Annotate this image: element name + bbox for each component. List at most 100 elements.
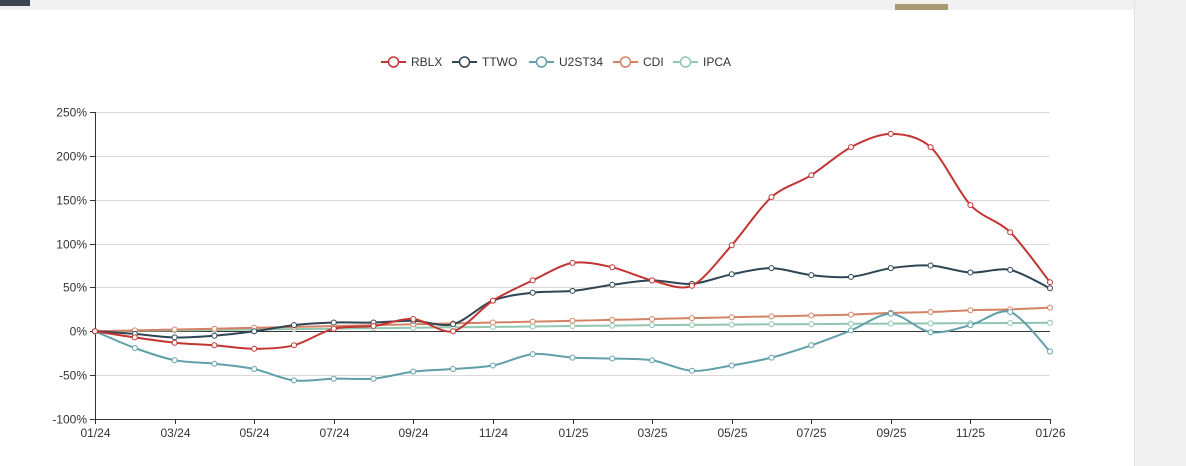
data-point-ttwo bbox=[211, 332, 218, 339]
data-point-cdi bbox=[768, 313, 775, 320]
data-point-u2st34 bbox=[1007, 309, 1014, 315]
data-point-cdi bbox=[808, 312, 815, 319]
data-point-rblx bbox=[609, 264, 616, 271]
data-point-ipca bbox=[569, 323, 576, 329]
data-point-rblx bbox=[1047, 279, 1053, 286]
data-point-rblx bbox=[967, 202, 974, 208]
data-point-rblx bbox=[728, 242, 735, 249]
data-point-cdi bbox=[211, 325, 218, 332]
data-point-rblx bbox=[251, 345, 258, 352]
data-point-u2st34 bbox=[529, 351, 536, 358]
data-point-rblx bbox=[171, 339, 178, 346]
data-point-u2st34 bbox=[649, 357, 656, 364]
data-point-cdi bbox=[609, 316, 616, 323]
data-point-ttwo bbox=[768, 265, 775, 272]
legend[interactable]: RBLX TTWO U2ST34 CDI IPCA bbox=[381, 55, 731, 69]
legend-label: RBLX bbox=[411, 55, 442, 69]
data-point-rblx bbox=[410, 316, 417, 322]
data-point-cdi bbox=[1047, 304, 1053, 311]
series-u2st34 bbox=[92, 309, 1053, 384]
data-point-u2st34 bbox=[291, 377, 297, 384]
x-tick-label: 03/24 bbox=[160, 426, 190, 440]
data-point-ipca bbox=[649, 322, 656, 329]
data-point-rblx bbox=[927, 144, 934, 151]
data-point-u2st34 bbox=[927, 329, 934, 336]
data-point-ttwo bbox=[1047, 285, 1053, 292]
x-tick-label: 05/25 bbox=[717, 426, 747, 440]
data-point-rblx bbox=[131, 334, 138, 341]
data-point-ttwo bbox=[251, 328, 258, 335]
series-rblx bbox=[92, 130, 1053, 352]
top-left-tab[interactable] bbox=[0, 0, 30, 6]
data-point-cdi bbox=[848, 311, 854, 318]
legend-marker-icon bbox=[619, 56, 632, 68]
data-point-rblx bbox=[768, 194, 775, 201]
data-point-ipca bbox=[609, 322, 616, 329]
data-point-ipca bbox=[927, 320, 934, 327]
legend-marker-icon bbox=[458, 56, 471, 68]
y-tick-label: 250% bbox=[56, 106, 87, 120]
data-point-rblx bbox=[887, 130, 894, 137]
legend-item-ttwo[interactable]: TTWO bbox=[452, 55, 517, 69]
data-point-ipca bbox=[728, 321, 735, 328]
data-point-rblx bbox=[688, 282, 695, 289]
data-point-u2st34 bbox=[609, 355, 616, 362]
data-point-u2st34 bbox=[1047, 348, 1053, 355]
data-point-u2st34 bbox=[251, 366, 258, 372]
legend-item-u2st34[interactable]: U2ST34 bbox=[529, 55, 603, 69]
y-tick-label: 0% bbox=[70, 325, 88, 339]
data-point-ipca bbox=[529, 323, 536, 330]
data-point-u2st34 bbox=[171, 357, 178, 364]
data-point-u2st34 bbox=[768, 354, 775, 361]
x-tick-label: 11/25 bbox=[956, 426, 985, 440]
data-point-rblx bbox=[808, 172, 815, 179]
data-point-u2st34 bbox=[569, 354, 576, 361]
data-point-rblx bbox=[450, 328, 457, 335]
data-point-rblx bbox=[569, 259, 576, 266]
data-point-ttwo bbox=[1007, 266, 1014, 273]
legend-item-rblx[interactable]: RBLX bbox=[381, 55, 442, 69]
data-point-ttwo bbox=[609, 281, 616, 288]
x-tick-label: 07/25 bbox=[796, 426, 826, 440]
data-point-cdi bbox=[927, 309, 934, 315]
data-point-ttwo bbox=[330, 319, 337, 326]
x-tick-label: 09/25 bbox=[876, 426, 906, 440]
data-point-rblx bbox=[489, 297, 496, 304]
x-tick-label: 01/24 bbox=[80, 426, 110, 440]
data-point-ttwo bbox=[927, 262, 934, 269]
page-top-strip bbox=[0, 0, 1134, 10]
data-point-ttwo bbox=[887, 265, 894, 272]
data-point-ipca bbox=[688, 321, 695, 328]
right-side-panel bbox=[1134, 0, 1186, 466]
data-point-ttwo bbox=[728, 271, 735, 278]
legend-label: TTWO bbox=[482, 55, 517, 69]
data-point-cdi bbox=[171, 326, 178, 333]
data-point-ttwo bbox=[171, 334, 178, 341]
y-tick-label: 200% bbox=[56, 150, 87, 164]
data-point-u2st34 bbox=[848, 327, 854, 334]
data-point-rblx bbox=[291, 342, 297, 349]
series-lines bbox=[92, 130, 1053, 384]
data-point-rblx bbox=[1007, 229, 1014, 236]
y-tick-label: 150% bbox=[56, 194, 87, 208]
legend-marker-icon bbox=[535, 56, 548, 68]
data-point-ipca bbox=[848, 320, 854, 327]
data-point-u2st34 bbox=[410, 368, 417, 375]
data-point-ttwo bbox=[848, 273, 854, 280]
data-point-ipca bbox=[1047, 319, 1053, 326]
data-point-cdi bbox=[569, 317, 576, 324]
axes: -100% -50% 0% 50% 100% 150% 200% 250% 01/24 03/24… bbox=[52, 106, 1066, 441]
series-line-rblx bbox=[94, 132, 1051, 350]
data-point-ttwo bbox=[291, 322, 297, 329]
legend-item-ipca[interactable]: IPCA bbox=[673, 55, 731, 69]
legend-label: IPCA bbox=[703, 55, 731, 69]
data-point-cdi bbox=[967, 307, 974, 314]
data-point-rblx bbox=[529, 277, 536, 284]
data-point-cdi bbox=[649, 316, 656, 322]
data-point-u2st34 bbox=[887, 310, 894, 317]
y-tick-label: -50% bbox=[59, 369, 87, 383]
x-tick-label: 01/25 bbox=[558, 426, 588, 440]
data-point-rblx bbox=[330, 325, 337, 332]
y-tick-label: -100% bbox=[52, 413, 87, 427]
legend-item-cdi[interactable]: CDI bbox=[613, 55, 664, 69]
